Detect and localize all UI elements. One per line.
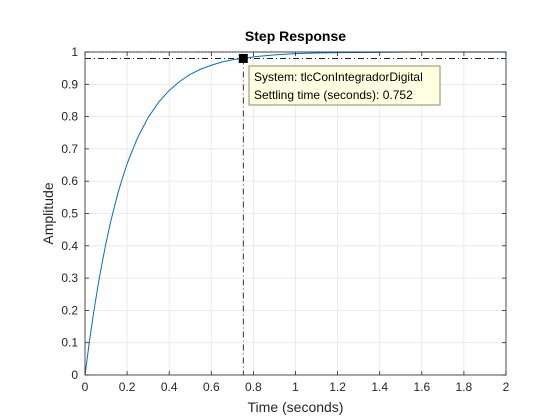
x-tick-label: 0.6	[203, 380, 220, 394]
plot-area[interactable]: 0 0.2 0.4 0.6 0.8 1 1.2 1.4 1.6 1.8 2 0 0.1 0.2 0.3 0.…	[61, 45, 509, 394]
x-tick-label: 1	[292, 380, 299, 394]
y-tick-label: 0.2	[61, 303, 78, 317]
y-tick-label: 0.5	[61, 207, 78, 221]
marker-layer	[238, 53, 248, 63]
y-tick-label: 0.3	[61, 271, 78, 285]
datatip-settling-line: Settling time (seconds): 0.752	[254, 88, 413, 102]
y-tick-label: 0.8	[61, 110, 78, 124]
settling-time-marker[interactable]	[238, 53, 248, 63]
y-tick-label: 0.6	[61, 174, 78, 188]
y-tick-label: 1	[71, 45, 78, 59]
y-axis-label: Amplitude	[40, 182, 56, 244]
y-tick-label: 0.1	[61, 336, 78, 350]
x-tick-label: 0	[82, 380, 89, 394]
x-tick-label: 1.2	[329, 380, 346, 394]
x-ticks: 0 0.2 0.4 0.6 0.8 1 1.2 1.4 1.6 1.8 2	[82, 52, 510, 394]
y-tick-label: 0	[71, 368, 78, 382]
x-tick-label: 0.8	[245, 380, 262, 394]
step-response-line	[84, 51, 506, 376]
x-tick-label: 1.8	[456, 380, 473, 394]
y-tick-label: 0.4	[61, 239, 78, 253]
x-tick-label: 0.4	[161, 380, 178, 394]
y-tick-label: 0.9	[61, 77, 78, 91]
x-axis-label: Time (seconds)	[248, 399, 344, 415]
datatip-box	[248, 65, 441, 106]
x-tick-label: 1.6	[413, 380, 430, 394]
y-ticks: 0 0.1 0.2 0.3 0.4 0.5 0.6 0.7 0.8 0.9 1	[61, 45, 506, 382]
y-tick-label: 0.7	[61, 142, 78, 156]
settling-time-datatip[interactable]: System: tlcConIntegradorDigital Settling…	[248, 65, 441, 106]
x-tick-label: 1.4	[371, 380, 388, 394]
x-tick-label: 2	[503, 380, 510, 394]
datatip-system-line: System: tlcConIntegradorDigital	[254, 70, 423, 84]
x-tick-label: 0.2	[119, 380, 136, 394]
chart-title: Step Response	[245, 28, 346, 44]
series-layer	[84, 51, 506, 376]
